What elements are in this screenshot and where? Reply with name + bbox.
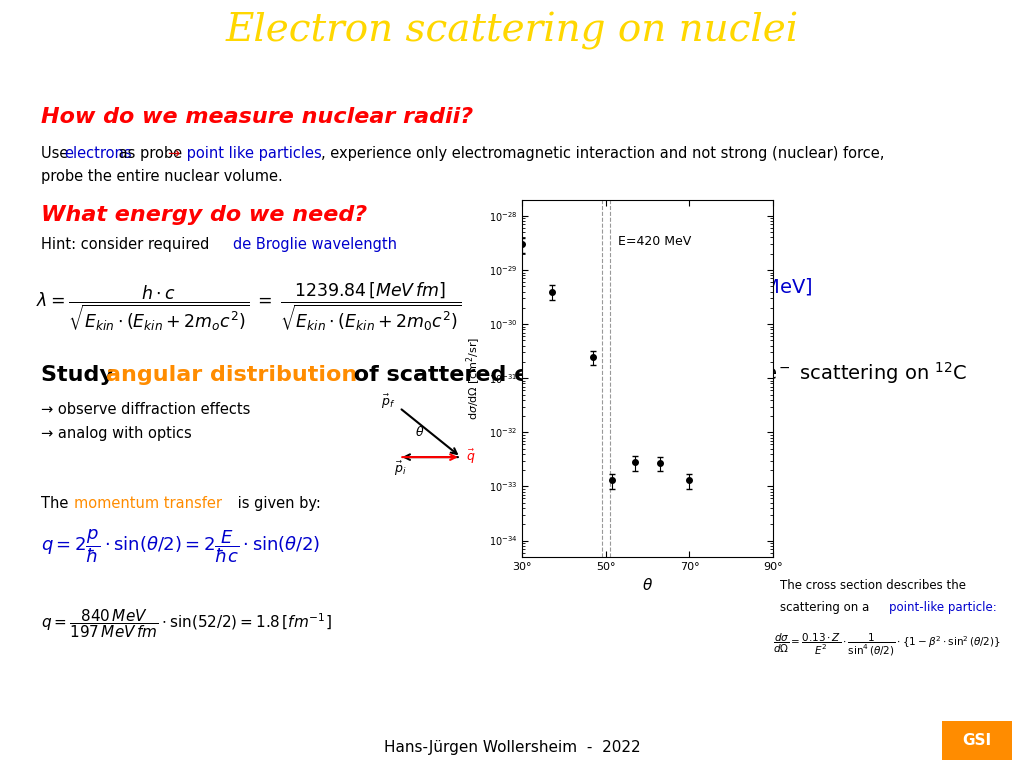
Text: momentum transfer: momentum transfer bbox=[74, 496, 222, 511]
Text: as probe: as probe bbox=[114, 146, 186, 161]
Text: , experience only electromagnetic interaction and not strong (nuclear) force,: , experience only electromagnetic intera… bbox=[321, 146, 884, 161]
Text: Hans-Jürgen Wollersheim  -  2022: Hans-Jürgen Wollersheim - 2022 bbox=[384, 740, 640, 755]
Y-axis label: d$\sigma$/d$\Omega$ [cm$^2$/sr]: d$\sigma$/d$\Omega$ [cm$^2$/sr] bbox=[465, 336, 483, 420]
Text: of scattered electrons: of scattered electrons bbox=[346, 366, 632, 386]
Text: $\lambda = \dfrac{h \cdot c}{\sqrt{E_{kin} \cdot (E_{kin} + 2m_o c^2)}}$$\; = \;: $\lambda = \dfrac{h \cdot c}{\sqrt{E_{ki… bbox=[36, 280, 461, 333]
Text: is given by:: is given by: bbox=[233, 496, 322, 511]
Text: electrons: electrons bbox=[65, 146, 132, 161]
Text: angular distribution: angular distribution bbox=[106, 366, 357, 386]
Text: e$^-$ scattering on $^{12}$C: e$^-$ scattering on $^{12}$C bbox=[764, 359, 967, 386]
Text: What energy do we need?: What energy do we need? bbox=[41, 205, 367, 225]
Text: $\vec{p}_f$: $\vec{p}_f$ bbox=[381, 393, 395, 411]
Text: point-like particle:: point-like particle: bbox=[889, 601, 996, 614]
Text: scattering on a: scattering on a bbox=[780, 601, 873, 614]
Text: Electron scattering on nuclei: Electron scattering on nuclei bbox=[225, 12, 799, 50]
Text: How do we measure nuclear radii?: How do we measure nuclear radii? bbox=[41, 108, 473, 127]
Text: Use: Use bbox=[41, 146, 73, 161]
Text: point like particles: point like particles bbox=[182, 146, 322, 161]
Text: → analog with optics: → analog with optics bbox=[41, 426, 191, 441]
Text: $q = \dfrac{840\,MeV}{197\,MeV\,fm} \cdot \sin(52/2) = 1.8\,[fm^{-1}]$: $q = \dfrac{840\,MeV}{197\,MeV\,fm} \cdo… bbox=[41, 607, 332, 640]
Text: GSI: GSI bbox=[963, 733, 991, 747]
Text: →: → bbox=[167, 146, 179, 161]
Text: $\vec{p}_i$: $\vec{p}_i$ bbox=[394, 459, 407, 478]
Text: E=420 MeV: E=420 MeV bbox=[617, 236, 691, 248]
Bar bbox=[942, 720, 1012, 760]
X-axis label: $\theta$: $\theta$ bbox=[642, 578, 653, 593]
Text: → observe diffraction effects: → observe diffraction effects bbox=[41, 402, 250, 417]
Text: $\vec{q}$: $\vec{q}$ bbox=[466, 448, 475, 465]
Text: The cross section describes the: The cross section describes the bbox=[780, 578, 967, 591]
Text: $\dfrac{d\sigma}{d\Omega} = \dfrac{0.13 \cdot Z}{E^2} \cdot \dfrac{1}{\sin^4(\th: $\dfrac{d\sigma}{d\Omega} = \dfrac{0.13 … bbox=[773, 632, 1000, 658]
Text: Hint: consider required: Hint: consider required bbox=[41, 237, 214, 252]
Text: The: The bbox=[41, 496, 73, 511]
Text: probe the entire nuclear volume.: probe the entire nuclear volume. bbox=[41, 169, 283, 184]
Text: de Broglie wavelength: de Broglie wavelength bbox=[233, 237, 397, 252]
Text: $\theta$: $\theta$ bbox=[415, 425, 424, 439]
Text: $\lambda = 5\,\mathrm{[fm]}\;\mathrm{for}\;E_{kin} \sim 250\,\mathrm{[MeV]}$: $\lambda = 5\,\mathrm{[fm]}\;\mathrm{for… bbox=[527, 277, 813, 300]
Text: Study: Study bbox=[41, 366, 122, 386]
Text: $q = 2\dfrac{p}{\hbar} \cdot \sin(\theta/2) = 2\dfrac{E}{\hbar c} \cdot \sin(\th: $q = 2\dfrac{p}{\hbar} \cdot \sin(\theta… bbox=[41, 528, 321, 565]
